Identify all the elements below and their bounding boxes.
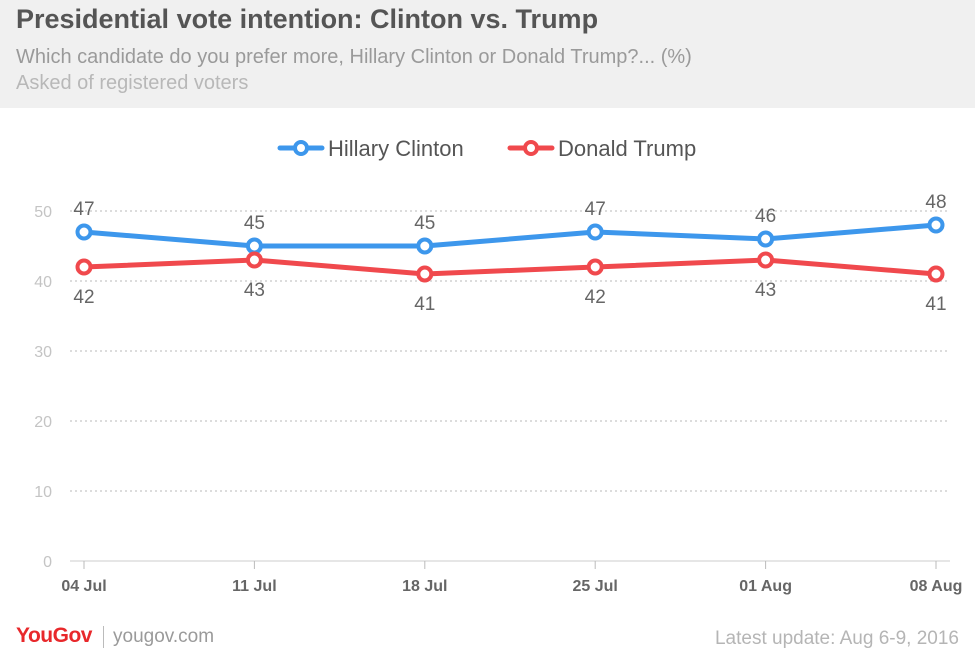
y-tick-label: 10 xyxy=(34,484,52,501)
x-tick-label: 25 Jul xyxy=(573,578,618,595)
x-tick-label: 11 Jul xyxy=(232,578,276,595)
legend-swatch-marker xyxy=(523,140,539,156)
footer-site-link[interactable]: yougov.com xyxy=(113,626,215,647)
y-tick-label: 40 xyxy=(34,274,52,291)
data-point xyxy=(927,216,945,234)
data-point xyxy=(75,223,93,241)
line-chart: 0 10 20 30 40 50 04 Jul 11 Jul 18 Jul 25 Jul 01 Au… xyxy=(34,136,963,595)
legend-swatch-marker xyxy=(293,140,309,156)
data-point xyxy=(586,258,604,276)
data-point xyxy=(245,251,263,269)
data-point xyxy=(757,251,775,269)
series-line xyxy=(83,222,937,249)
x-tick-label: 08 Aug xyxy=(910,578,963,595)
x-tick-label: 01 Aug xyxy=(739,578,792,595)
data-label: 48 xyxy=(925,192,946,213)
y-tick-label: 20 xyxy=(34,414,52,431)
data-label: 42 xyxy=(585,287,606,308)
chart-note: Asked of registered voters xyxy=(16,72,249,94)
data-label: 45 xyxy=(414,213,435,234)
data-label: 43 xyxy=(244,280,265,301)
data-label: 41 xyxy=(414,294,435,315)
data-label: 43 xyxy=(755,280,776,301)
data-point xyxy=(586,223,604,241)
data-label: 47 xyxy=(585,199,606,220)
data-label: 45 xyxy=(244,213,265,234)
header-banner: Presidential vote intention: Clinton vs.… xyxy=(0,0,975,108)
x-tick-label: 04 Jul xyxy=(61,578,106,595)
y-tick-label: 30 xyxy=(34,344,52,361)
chart-subtitle: Which candidate do you prefer more, Hill… xyxy=(16,46,692,68)
footer-divider xyxy=(103,626,104,648)
legend-label: Hillary Clinton xyxy=(328,136,464,161)
data-point xyxy=(416,265,434,283)
data-point xyxy=(245,237,263,255)
data-point xyxy=(927,265,945,283)
data-label: 46 xyxy=(755,206,776,227)
data-point xyxy=(416,237,434,255)
data-point xyxy=(75,258,93,276)
chart-title: Presidential vote intention: Clinton vs.… xyxy=(16,4,599,34)
data-label: 47 xyxy=(73,199,94,220)
latest-update: Latest update: Aug 6-9, 2016 xyxy=(714,628,959,649)
legend-label: Donald Trump xyxy=(558,136,696,161)
series-line xyxy=(83,257,937,277)
data-label: 42 xyxy=(73,287,94,308)
y-tick-label: 50 xyxy=(34,204,52,221)
data-point xyxy=(757,230,775,248)
y-tick-label: 0 xyxy=(43,554,52,571)
yougov-logo: YouGov xyxy=(16,624,92,647)
data-label: 41 xyxy=(925,294,946,315)
x-tick-label: 18 Jul xyxy=(402,578,447,595)
